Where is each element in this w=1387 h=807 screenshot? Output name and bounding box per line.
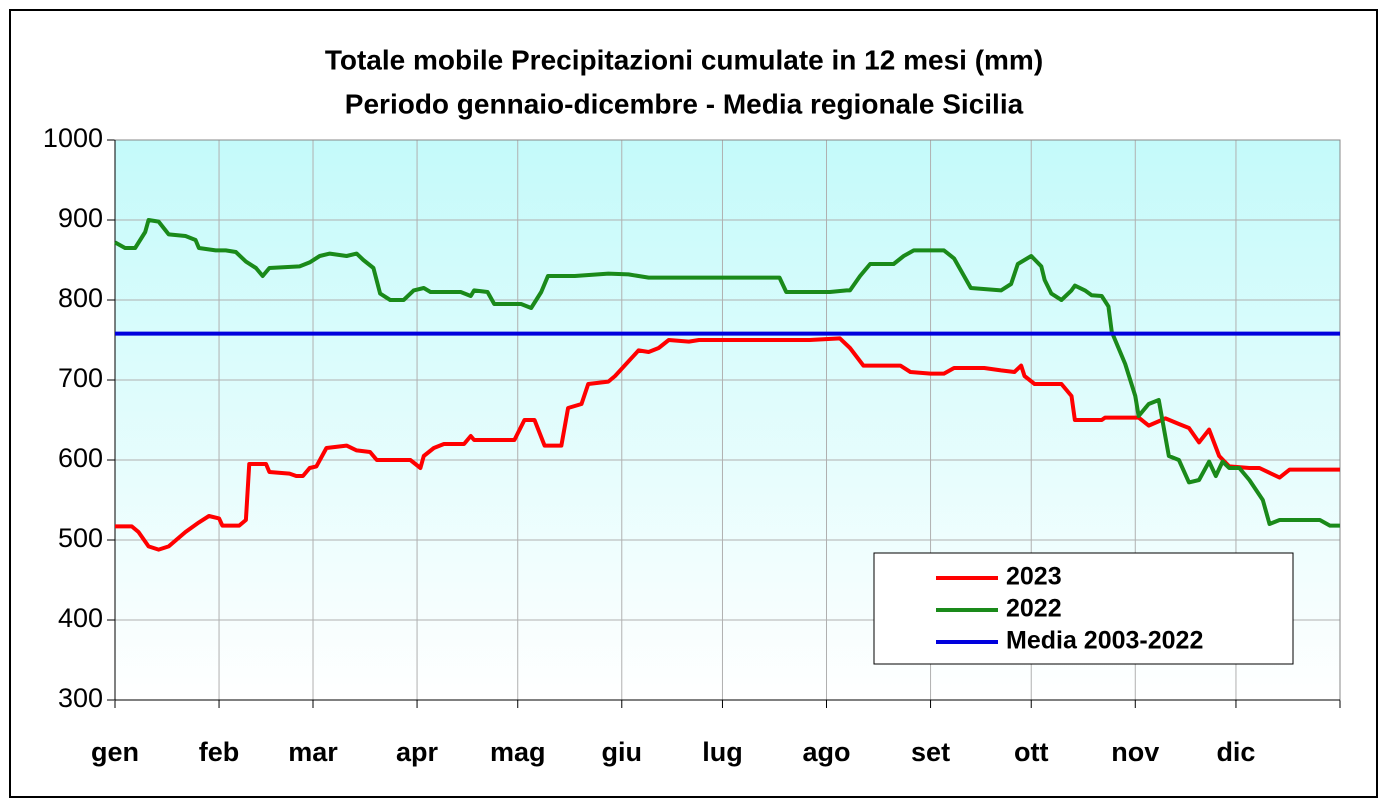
series-line <box>115 336 1340 552</box>
x-tick-label: giu <box>602 737 643 767</box>
x-tick-label: set <box>911 737 950 767</box>
y-tick-label: 300 <box>58 683 103 713</box>
legend-label: 2023 <box>1006 563 1062 591</box>
x-tick-label: mar <box>288 737 338 767</box>
y-tick-label: 1000 <box>43 123 103 153</box>
x-tick-label: mag <box>490 737 546 767</box>
x-tick-label: apr <box>396 737 439 767</box>
chart-title: Totale mobile Precipitazioni cumulate in… <box>325 44 1043 75</box>
y-tick-label: 900 <box>58 203 103 233</box>
x-tick-label: ott <box>1014 737 1048 767</box>
legend-label: Media 2003-2022 <box>1006 627 1203 655</box>
y-tick-label: 800 <box>58 283 103 313</box>
series-line <box>114 218 1340 528</box>
y-tick-label: 400 <box>58 603 103 633</box>
legend-label: 2022 <box>1006 595 1062 623</box>
y-tick-label: 500 <box>58 523 103 553</box>
x-tick-label: nov <box>1111 737 1159 767</box>
y-tick-label: 600 <box>58 443 103 473</box>
x-tick-label: feb <box>199 737 240 767</box>
chart-subtitle: Periodo gennaio-dicembre - Media regiona… <box>345 88 1024 119</box>
x-tick-label: gen <box>91 737 139 767</box>
x-tick-label: lug <box>702 737 743 767</box>
x-tick-label: dic <box>1216 737 1255 767</box>
y-tick-label: 700 <box>58 363 103 393</box>
x-tick-label: ago <box>802 737 850 767</box>
